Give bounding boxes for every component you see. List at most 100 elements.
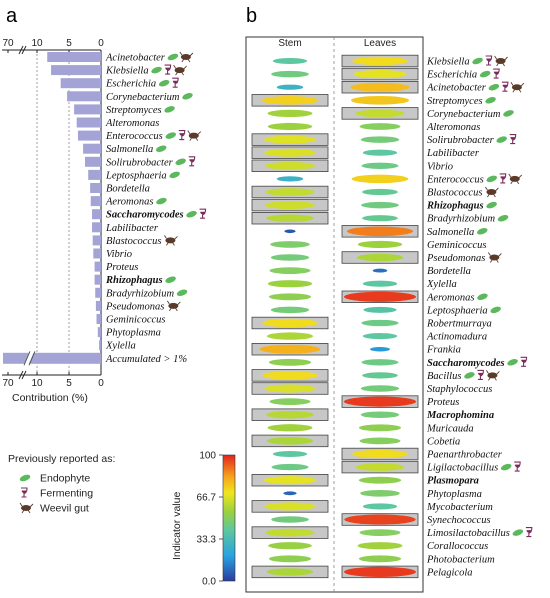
leaf-icon [169,171,180,179]
indicator-ellipse [361,319,399,327]
category-label: Klebsiella [105,66,149,77]
category-label: Bordetella [106,184,150,195]
leaf-icon [155,145,167,152]
weevil-icon [179,51,194,63]
leaf-icon [477,293,488,301]
colorbar-tick-label: 66.7 [197,493,217,504]
weevil-icon [164,235,178,246]
indicator-ellipse [362,503,398,510]
category-label: Pseudomonas [105,301,164,312]
indicator-ellipse [267,109,313,118]
indicator-ellipse [352,449,408,459]
bar [93,248,101,259]
indicator-ellipse [266,332,314,340]
bar [88,169,101,180]
row-label: Aeromonas [426,292,474,303]
indicator-ellipse [270,254,310,261]
axis-break-mark [18,45,24,55]
wine-glass-icon [493,68,500,79]
contribution-bar-chart: 70 10 5 0 70 10 5 0 Acinetobacter Klebsiella Esc… [2,38,207,404]
row-label: Limosilactobacillus [426,528,510,539]
leaf-icon [156,197,167,205]
indicator-ellipse [358,555,402,563]
row-label: Solirubrobacter [427,135,495,146]
weevil-icon [494,55,508,67]
row-label: Leptosphaeria [426,305,488,316]
bar [85,156,101,167]
row-label: Actinomadura [426,332,487,343]
indicator-ellipse [268,542,312,550]
colorbar: 100 66.7 33.3 0.0 Indicator value [171,451,236,588]
row-label: Blastococcus [427,188,482,199]
indicator-ellipse [265,528,315,537]
weevil-icon [187,130,202,141]
row-label: Paenarthrobacter [426,450,503,461]
leaf-icon [486,201,497,209]
category-label: Saccharomycodes [106,210,184,221]
row-label: Plasmopara [427,476,479,487]
leaf-icon [500,463,512,471]
row-label: Saccharomycodes [427,358,505,369]
leaf-icon [151,66,162,74]
indicator-ellipse [276,84,304,90]
leaf-icon [486,175,498,183]
indicator-ellipse [268,358,312,366]
row-label: Robertmurraya [426,319,492,330]
category-label: Accumulated > 1% [105,354,187,365]
weevil-icon [508,173,523,185]
indicator-ellipse [283,491,297,496]
axis-break-line [23,351,31,366]
wine-glass-icon [178,130,186,141]
indicator-ellipse [284,229,296,234]
bar [76,117,101,128]
indicator-ellipse [359,437,401,445]
leaf-icon [164,106,175,113]
indicator-ellipse [361,201,399,209]
x-tick-label: 0 [98,378,104,389]
leaf-icon [176,289,188,297]
category-label: Blastococcus [106,236,161,247]
indicator-ellipse [272,450,308,458]
axis-break-line [28,351,36,366]
indicator-ellipse [266,437,314,445]
legend-item-label: Endophyte [40,473,90,485]
leaf-icon [476,228,488,235]
colorbar-tick-label: 0.0 [202,577,216,588]
indicator-ellipse [352,56,408,66]
row-label: Acinetobacter [426,83,487,94]
bar [47,52,101,62]
indicator-ellipse [261,96,319,105]
indicator-ellipse [343,566,417,577]
category-label: Solirubrobacter [106,157,174,168]
axis-break-mark [24,350,34,367]
x-tick-label: 10 [31,38,43,49]
indicator-ellipse [267,122,313,131]
leaf-icon [512,529,524,536]
category-label: Escherichia [105,79,156,90]
category-label: Xylella [105,341,136,352]
category-label: Rhizophagus [105,275,163,286]
wine-glass-icon [21,487,28,498]
indicator-ellipse [355,463,405,471]
wine-glass-icon [509,134,517,145]
axis-break-mark [18,370,24,380]
leaf-icon [472,57,483,65]
indicator-ellipse [268,555,312,563]
row-label: Alteromonas [426,122,480,133]
indicator-ellipse [263,476,317,485]
indicator-ellipse [362,333,398,340]
leaf-icon [182,93,193,100]
leaf-icon [175,158,186,166]
row-label: Corallococcus [427,541,488,552]
indicator-ellipse [344,514,416,525]
category-label: Leptosphaeria [105,170,167,181]
indicator-ellipse [350,82,410,92]
indicator-ellipse [363,306,397,313]
category-label: Acinetobacter [105,53,166,64]
indicator-ellipse [262,371,318,380]
bar [60,78,101,89]
leaf-icon [490,306,501,314]
bar [92,235,101,246]
category-label: Aeromonas [105,197,153,208]
weevil-icon [510,81,525,93]
